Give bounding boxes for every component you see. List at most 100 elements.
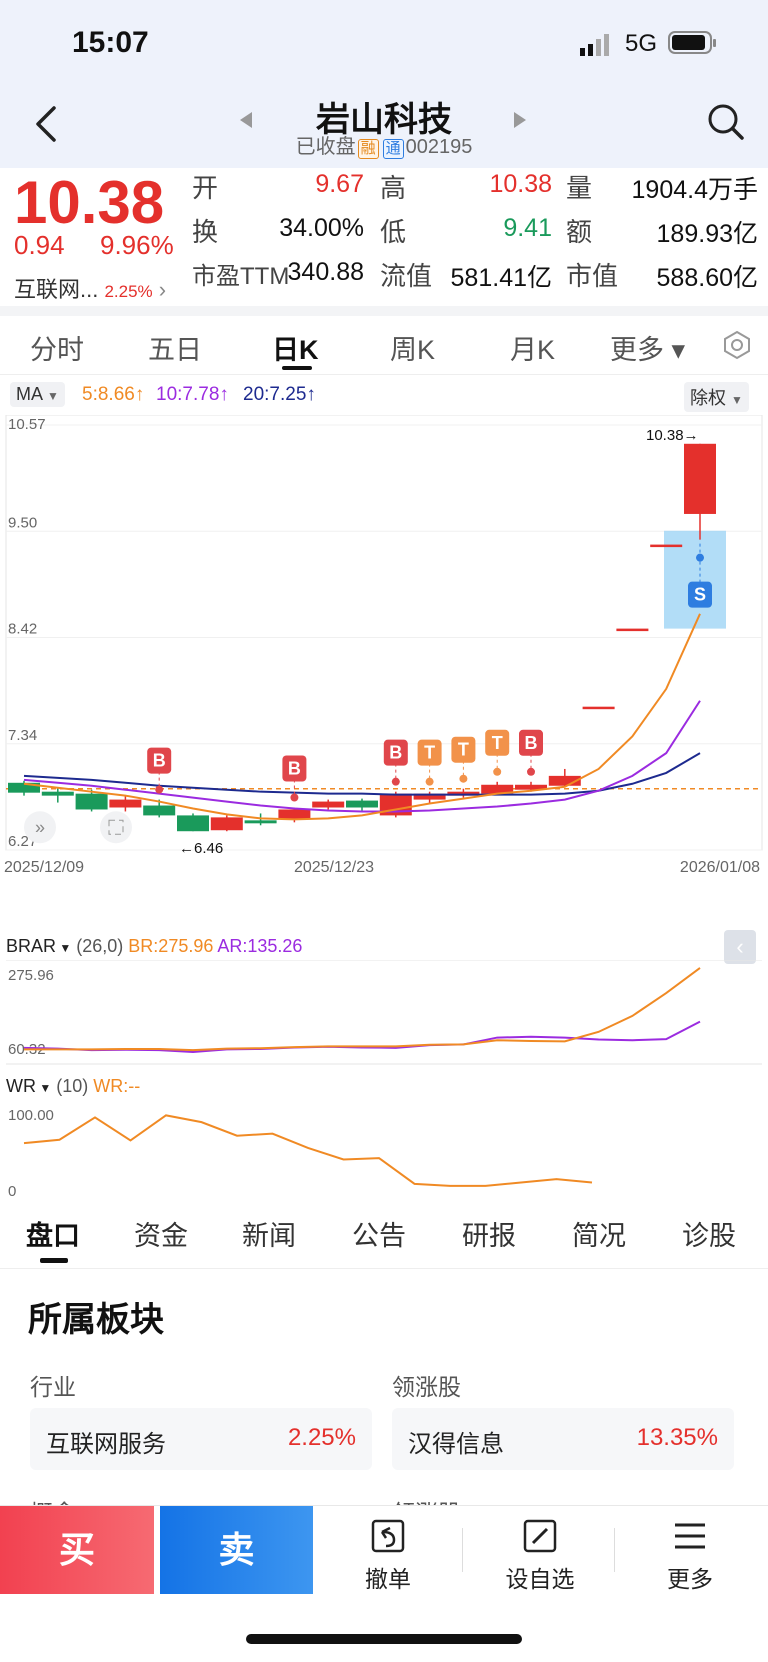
brar-selector[interactable]: BRAR ▼	[6, 936, 71, 956]
ma10-value: 10:7.78↑	[156, 384, 229, 406]
tab-profile[interactable]: 简况	[572, 1221, 626, 1251]
sell-button[interactable]: 卖	[160, 1506, 313, 1594]
tab-handicap[interactable]: 盘口	[26, 1221, 80, 1251]
signal-dot	[493, 767, 502, 776]
signal-badge-B	[147, 747, 172, 774]
signal-label: B	[525, 733, 538, 753]
prev-stock-icon[interactable]	[238, 110, 254, 135]
last-price: 10.38	[14, 169, 165, 236]
candle-body	[650, 544, 683, 548]
turnover-label: 换	[192, 217, 219, 247]
ma-selector[interactable]: MA ▼	[10, 382, 65, 407]
signal-dot	[696, 553, 704, 562]
candle-body	[481, 784, 514, 794]
signal-dot	[290, 793, 299, 802]
amount-label: 额	[566, 217, 593, 247]
brar-params: (26,0)	[76, 936, 124, 956]
section-title: 所属板块	[28, 1301, 164, 1339]
brar-header: BRAR ▼ (26,0) BR:275.96 AR:135.26	[6, 936, 302, 957]
x-tick-label: 2026/01/08	[680, 859, 760, 876]
dropdown-icon: ▼	[56, 941, 72, 955]
home-indicator	[246, 1634, 522, 1644]
signal-badge-T	[485, 729, 510, 756]
adjust-selector[interactable]: 除权 ▼	[684, 382, 749, 412]
more-button[interactable]: 更多	[640, 1518, 740, 1594]
leader-card[interactable]: 汉得信息 13.35%	[392, 1408, 734, 1470]
sector-link[interactable]: 互联网... 2.25% ›	[14, 272, 166, 304]
low-price-label: ←6.46	[179, 840, 223, 857]
period-tabs: 分时 五日 日K 周K 月K 更多 ▾	[0, 318, 768, 375]
ar-line	[23, 1020, 701, 1054]
mktcap-value: 588.60亿	[656, 264, 758, 292]
wr-params: (10)	[56, 1076, 89, 1096]
leader-name: 汉得信息	[408, 1431, 504, 1458]
add-watchlist-label: 设自选	[505, 1566, 575, 1592]
status-bar: 15:07 5G	[0, 0, 768, 88]
mktcap-label: 市值	[566, 261, 619, 291]
sector-name: 互联网...	[14, 277, 99, 302]
tab-five-day[interactable]: 五日	[148, 335, 202, 365]
action-bar: 买 卖 撤单 设自选 更多	[0, 1505, 768, 1606]
back-icon[interactable]	[32, 104, 62, 149]
buy-button[interactable]: 买	[0, 1506, 154, 1594]
wr-ymax: 100.00	[8, 1107, 54, 1124]
tab-daily-k[interactable]: 日K	[272, 335, 319, 365]
up-arrow-icon: ↑	[306, 384, 316, 405]
tab-research[interactable]: 研报	[462, 1221, 516, 1251]
more-label: 更多	[667, 1566, 713, 1592]
cancel-order-label: 撤单	[365, 1566, 411, 1592]
ma-label: MA	[16, 384, 43, 404]
tab-news[interactable]: 新闻	[242, 1221, 296, 1251]
stock-code: 002195	[405, 136, 473, 158]
next-stock-icon[interactable]	[512, 110, 528, 135]
high-price-label: 10.38→	[646, 427, 699, 444]
ma20-value: 20:7.25↑	[243, 384, 316, 406]
signal-label: S	[694, 585, 706, 605]
tab-funds[interactable]: 资金	[134, 1221, 188, 1251]
battery-icon	[668, 30, 718, 61]
fullscreen-icon	[108, 819, 124, 835]
dropdown-icon: ▼	[47, 389, 59, 403]
ma10-text: 10:7.78	[156, 384, 220, 405]
tab-diagnosis[interactable]: 诊股	[682, 1221, 736, 1251]
turnover-value: 34.00%	[279, 214, 364, 242]
tab-monthly-k[interactable]: 月K	[510, 335, 556, 365]
candle-body	[210, 817, 243, 831]
float-label: 流值	[380, 261, 433, 291]
settings-icon[interactable]	[722, 330, 752, 365]
dropdown-icon: ▼	[731, 393, 743, 407]
network-type: 5G	[625, 30, 658, 57]
expand-left-control	[24, 811, 56, 844]
signal-label: T	[492, 733, 503, 753]
edit-icon	[523, 1519, 557, 1553]
wr-selector[interactable]: WR ▼	[6, 1076, 51, 1096]
candle-body	[582, 706, 615, 710]
float-value: 581.41亿	[450, 264, 552, 292]
tab-more[interactable]: 更多 ▾	[610, 335, 686, 365]
cancel-order-button[interactable]: 撤单	[338, 1518, 438, 1594]
brar-label: BRAR	[6, 936, 57, 956]
signal-badge-B	[383, 739, 408, 766]
add-watchlist-button[interactable]: 设自选	[490, 1518, 590, 1594]
industry-card[interactable]: 互联网服务 2.25%	[30, 1408, 372, 1470]
leader-label: 领涨股	[392, 1374, 461, 1400]
tab-intraday[interactable]: 分时	[30, 335, 84, 365]
candle-body	[177, 815, 209, 832]
chart-frame	[5, 415, 763, 851]
search-icon[interactable]	[706, 102, 746, 147]
detail-tabs: 盘口 资金 新闻 公告 研报 简况 诊股	[0, 1198, 768, 1269]
tab-announcements[interactable]: 公告	[352, 1221, 406, 1251]
cancel-order-icon	[371, 1519, 405, 1553]
signal-label: T	[424, 743, 435, 763]
pe-label: 市盈TTM	[192, 263, 290, 290]
adjust-label: 除权	[690, 388, 726, 408]
tab-weekly-k[interactable]: 周K	[390, 335, 436, 365]
market-state: 已收盘	[295, 136, 356, 158]
candle-body	[413, 793, 446, 800]
collapse-panel-icon[interactable]: ‹	[724, 930, 756, 964]
signal-dot	[155, 785, 164, 794]
industry-label: 行业	[30, 1374, 76, 1400]
dropdown-icon: ▼	[36, 1081, 52, 1095]
